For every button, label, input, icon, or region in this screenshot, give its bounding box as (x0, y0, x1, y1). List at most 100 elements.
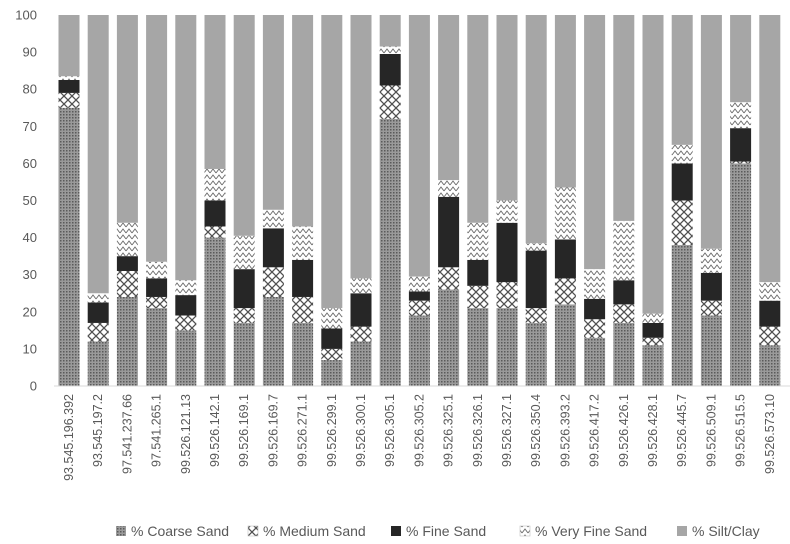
bar-segment-1 (204, 237, 226, 386)
bar-segment-5 (233, 15, 255, 236)
bar-segment-1 (292, 322, 314, 386)
bar-segment-3 (116, 256, 138, 271)
bar-segment-3 (58, 79, 80, 93)
legend: % Coarse Sand % Medium Sand % Fine Sand % V… (116, 523, 760, 539)
bar-segment-4 (262, 209, 284, 229)
bar-segment-3 (350, 293, 372, 327)
bar-segment-4 (613, 220, 635, 281)
x-tick-label: 93.545.196.392 (62, 394, 76, 481)
bar-segment-5 (496, 15, 518, 201)
bar-segment-2 (233, 308, 255, 323)
bar-segment-4 (350, 278, 372, 294)
x-tick-label: 99.526.121.13 (179, 394, 193, 474)
bar-segment-1 (116, 296, 138, 386)
y-tick-label: 0 (30, 379, 37, 394)
x-tick-label: 97.541.265.1 (150, 394, 164, 467)
legend-label: % Very Fine Sand (535, 523, 647, 539)
bar-segment-5 (292, 15, 314, 227)
bar-segment-4 (379, 46, 401, 54)
legend-swatch (677, 526, 687, 536)
bar-segment-4 (496, 200, 518, 223)
bar-segment-4 (467, 222, 489, 260)
bar-segment-1 (554, 304, 576, 386)
bar-segment-3 (321, 328, 343, 349)
bar-segment-3 (496, 222, 518, 283)
legend-swatch (247, 525, 259, 537)
bar-segment-4 (730, 102, 752, 129)
bar-segment-1 (496, 308, 518, 386)
legend-label: % Fine Sand (406, 523, 486, 539)
bar-segment-3 (175, 295, 197, 316)
bar-segment-2 (321, 348, 343, 361)
bar-segment-3 (700, 272, 722, 301)
bar-segment-4 (671, 144, 693, 164)
bar-segment-1 (584, 337, 606, 386)
bar-segment-2 (116, 270, 138, 297)
x-tick-label: 99.526.305.2 (412, 394, 426, 467)
x-tick-label: 99.526.169.7 (266, 394, 280, 467)
bar-segment-2 (438, 267, 460, 290)
bar-segment-1 (438, 289, 460, 386)
x-tick-label: 99.526.509.1 (704, 394, 718, 467)
bar-segment-2 (146, 296, 168, 309)
x-tick-label: 99.526.169.1 (237, 394, 251, 467)
x-tick-label: 99.526.325.1 (442, 394, 456, 467)
bar-segment-3 (262, 228, 284, 268)
bar-segment-5 (58, 15, 80, 77)
bar-segment-4 (584, 269, 606, 299)
bar-segment-3 (233, 269, 255, 309)
x-tick-label: 99.526.445.7 (675, 394, 689, 467)
x-tick-label: 99.526.426.1 (617, 394, 631, 467)
bar-segment-5 (379, 15, 401, 47)
bar-segment-4 (759, 282, 781, 301)
legend-label: % Medium Sand (263, 523, 366, 539)
y-tick-label: 20 (23, 304, 37, 319)
y-tick-label: 60 (23, 156, 37, 171)
x-tick-label: 99.526.326.1 (471, 394, 485, 467)
bar-segment-5 (730, 15, 752, 103)
bar-segment-5 (408, 15, 430, 277)
legend-swatch (116, 526, 126, 536)
bar-segment-5 (554, 15, 576, 188)
y-tick-label: 10 (23, 341, 37, 356)
bar-segment-3 (292, 259, 314, 297)
bar-segment-2 (496, 282, 518, 309)
bar-segment-5 (438, 15, 460, 181)
y-axis: 0 10 20 30 40 50 60 70 80 90 100 (15, 8, 37, 394)
bar-segment-2 (584, 319, 606, 338)
bar-segment-1 (58, 107, 80, 386)
bar-segment-1 (321, 360, 343, 386)
bar-segment-4 (642, 313, 664, 323)
bar-segment-2 (467, 285, 489, 309)
x-tick-label: 99.526.142.1 (208, 394, 222, 467)
bar-segment-3 (671, 163, 693, 201)
bar-segment-4 (116, 222, 138, 257)
y-tick-label: 40 (23, 230, 37, 245)
x-tick-label: 99.526.299.1 (325, 394, 339, 467)
bar-segment-2 (525, 308, 547, 323)
bar-segment-5 (350, 15, 372, 279)
bar-segment-4 (700, 248, 722, 273)
x-tick-label: 99.526.271.1 (296, 394, 310, 467)
bar-segment-2 (87, 322, 109, 342)
x-tick-label: 99.526.428.1 (646, 394, 660, 467)
legend-swatch (519, 525, 531, 537)
bar-segment-2 (730, 161, 752, 164)
bar-segment-3 (379, 53, 401, 86)
x-tick-label: 93.545.197.2 (91, 394, 105, 467)
bar-segment-4 (525, 243, 547, 251)
bar-segment-4 (204, 168, 226, 201)
bar-segment-5 (116, 15, 138, 223)
bar-segment-3 (554, 239, 576, 279)
bar-segment-3 (204, 200, 226, 227)
bar-segment-1 (642, 345, 664, 386)
bar-segment-3 (467, 259, 489, 286)
y-tick-label: 50 (23, 193, 37, 208)
bar-segment-1 (700, 315, 722, 386)
x-tick-label: 99.526.300.1 (354, 394, 368, 467)
bar-segment-1 (525, 322, 547, 386)
bar-segment-5 (525, 15, 547, 244)
bar-segment-5 (87, 15, 109, 294)
bar-segment-5 (262, 15, 284, 210)
